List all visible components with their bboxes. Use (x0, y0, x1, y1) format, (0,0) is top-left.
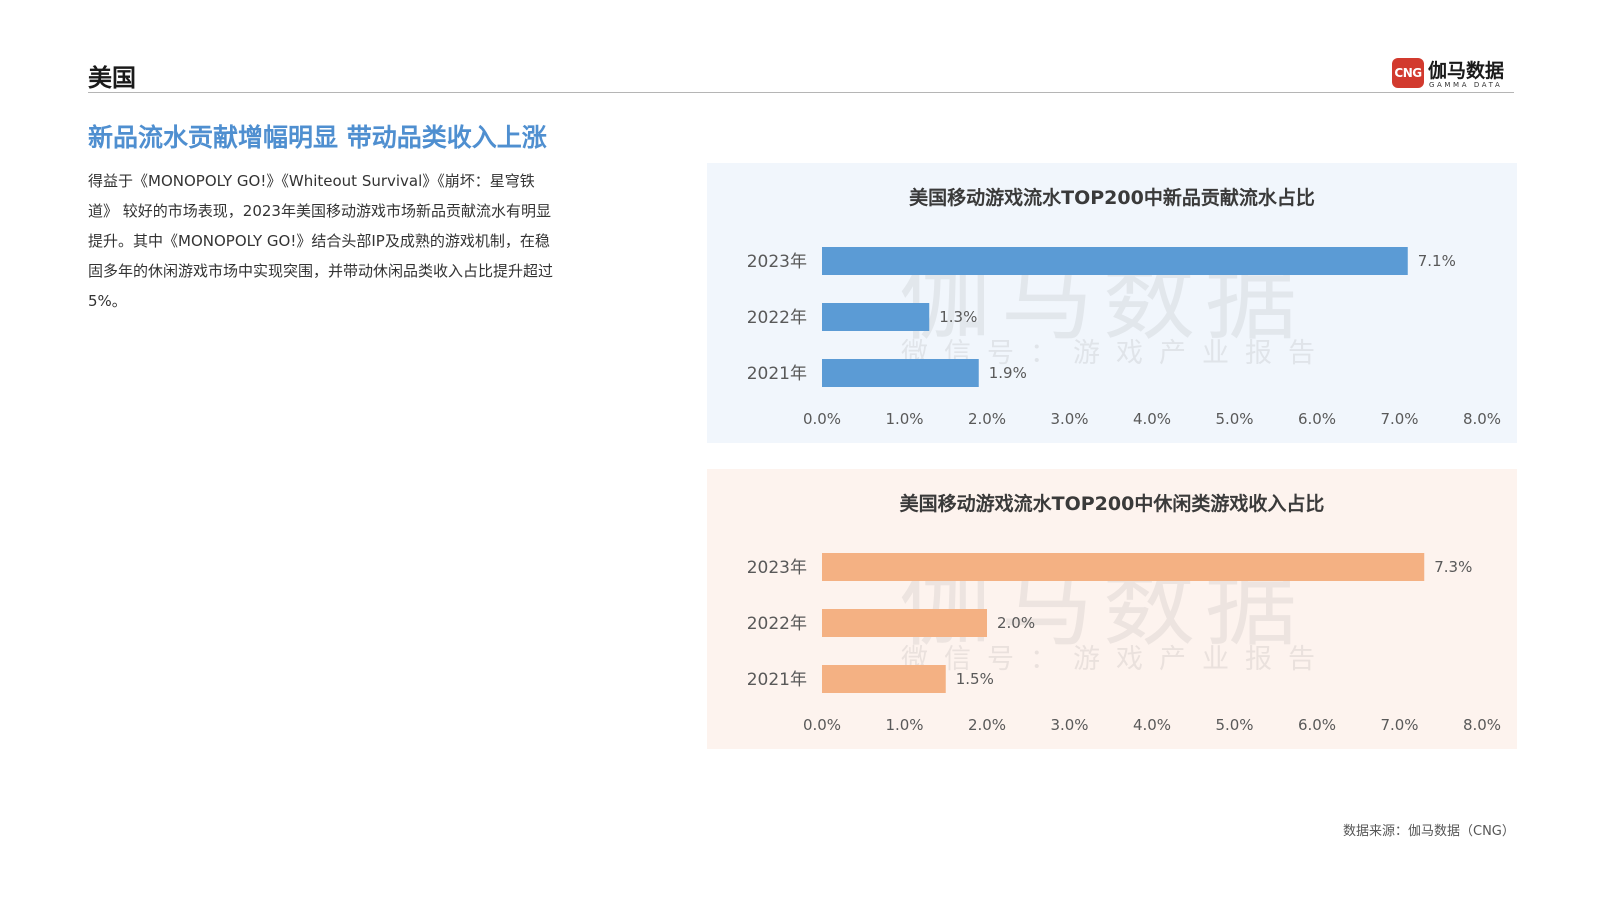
data-label: 1.3% (939, 308, 977, 326)
bar-chart-svg: 2023年 7.3% 2022年 2.0% 2021年 1.5% 0.0% 1.0% 2.0% 3… (747, 553, 1501, 734)
x-tick-label: 3.0% (1050, 410, 1088, 428)
x-tick-label: 2.0% (968, 410, 1006, 428)
logo-subtitle: GAMMA DATA (1429, 81, 1503, 89)
x-tick-label: 6.0% (1298, 410, 1336, 428)
x-tick-label: 1.0% (885, 716, 923, 734)
bar (822, 247, 1408, 275)
chart-title: 美国移动游戏流水TOP200中新品贡献流水占比 (909, 187, 1315, 209)
x-tick-label: 4.0% (1133, 410, 1171, 428)
x-tick-label: 6.0% (1298, 716, 1336, 734)
chart-panel-casual-games: 伽马数据 微信号：游戏产业报告 美国移动游戏流水TOP200中休闲类游戏收入占比… (707, 469, 1517, 749)
x-tick-label: 1.0% (885, 410, 923, 428)
data-source-note: 数据来源：伽马数据（CNG） (1343, 824, 1515, 839)
data-label: 2.0% (997, 614, 1035, 632)
x-tick-label: 0.0% (803, 716, 841, 734)
x-tick-label: 5.0% (1215, 410, 1253, 428)
category-label: 2023年 (747, 558, 807, 578)
category-label: 2021年 (747, 364, 807, 384)
bar (822, 553, 1425, 581)
x-tick-label: 8.0% (1463, 410, 1501, 428)
category-label: 2022年 (747, 614, 807, 634)
body-paragraph: 得益于《MONOPOLY GO!》《Whiteout Survival》《崩坏：… (88, 172, 554, 310)
x-tick-label: 8.0% (1463, 716, 1501, 734)
bar-chart-svg: 2023年 7.1% 2022年 1.3% 2021年 1.9% 0.0% 1.0% 2.0% 3… (747, 247, 1501, 428)
page-title: 美国 (88, 64, 136, 92)
category-label: 2022年 (747, 308, 807, 328)
category-label: 2023年 (747, 252, 807, 272)
category-label: 2021年 (747, 670, 807, 690)
x-tick-label: 7.0% (1380, 716, 1418, 734)
data-label: 1.5% (956, 670, 994, 688)
x-tick-label: 3.0% (1050, 716, 1088, 734)
chart-title: 美国移动游戏流水TOP200中休闲类游戏收入占比 (899, 493, 1325, 515)
data-label: 7.3% (1434, 558, 1472, 576)
data-label: 1.9% (989, 364, 1027, 382)
x-tick-label: 0.0% (803, 410, 841, 428)
logo-name: 伽马数据 (1428, 60, 1505, 82)
logo-badge: CNG (1392, 58, 1424, 88)
header-divider (88, 92, 1514, 93)
bar (822, 303, 930, 331)
section-headline: 新品流水贡献增幅明显 带动品类收入上涨 (88, 123, 547, 152)
x-tick-label: 2.0% (968, 716, 1006, 734)
bar (822, 609, 987, 637)
x-tick-label: 7.0% (1380, 410, 1418, 428)
x-tick-label: 4.0% (1133, 716, 1171, 734)
bar (822, 665, 946, 693)
bar (822, 359, 979, 387)
brand-logo: CNG 伽马数据 GAMMA DATA (1392, 56, 1516, 92)
chart-panel-new-games: 伽马数据 微信号：游戏产业报告 美国移动游戏流水TOP200中新品贡献流水占比 … (707, 163, 1517, 443)
x-tick-label: 5.0% (1215, 716, 1253, 734)
data-label: 7.1% (1418, 252, 1456, 270)
